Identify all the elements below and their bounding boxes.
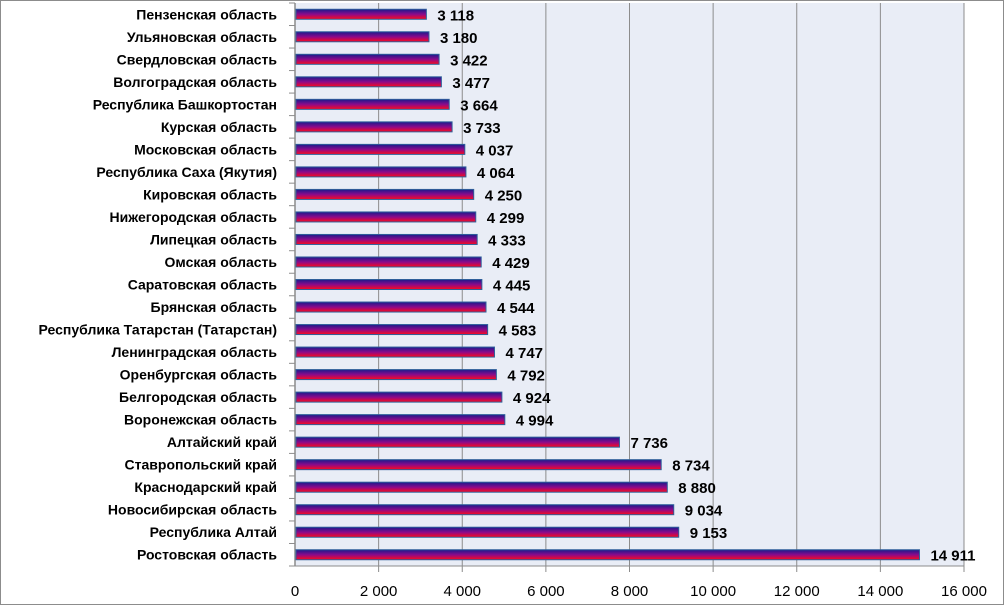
x-tick-label: 2 000	[360, 583, 398, 600]
category-label: Белгородская область	[119, 389, 277, 405]
category-label: Кировская область	[143, 186, 277, 202]
bar	[295, 76, 442, 88]
data-label: 4 064	[477, 165, 515, 182]
data-label: 4 429	[492, 255, 530, 272]
category-label: Пензенская область	[136, 6, 277, 22]
bar	[295, 504, 675, 516]
bar	[295, 549, 920, 561]
bar	[295, 391, 503, 403]
bar	[295, 459, 662, 471]
x-tick-label: 14 000	[857, 583, 903, 600]
bar	[295, 526, 680, 538]
category-label: Московская область	[134, 141, 277, 157]
category-label: Нижегородская область	[110, 209, 278, 225]
category-label: Республика Татарстан (Татарстан)	[39, 322, 277, 338]
bar	[295, 233, 478, 245]
category-label: Курская область	[161, 119, 278, 135]
category-label: Краснодарский край	[134, 479, 277, 495]
data-label: 3 664	[460, 97, 498, 114]
bar	[295, 121, 453, 133]
bar	[295, 324, 489, 336]
category-label: Воронежская область	[124, 412, 277, 428]
data-label: 4 299	[487, 210, 525, 227]
bar	[295, 8, 427, 20]
category-label: Республика Саха (Якутия)	[96, 164, 277, 180]
category-label: Свердловская область	[117, 51, 278, 67]
data-label: 9 153	[690, 525, 728, 542]
x-tick-label: 6 000	[527, 583, 565, 600]
data-label: 4 792	[507, 368, 545, 385]
data-label: 8 880	[678, 480, 716, 497]
data-label: 7 736	[630, 435, 668, 452]
data-label: 3 422	[450, 52, 488, 69]
category-label: Липецкая область	[150, 231, 277, 247]
data-label: 8 734	[672, 458, 710, 475]
data-label: 3 477	[452, 75, 490, 92]
x-tick-label: 16 000	[941, 583, 987, 600]
data-label: 4 924	[513, 390, 551, 407]
category-label: Республика Алтай	[150, 524, 277, 540]
bar	[295, 346, 495, 358]
category-label: Ульяновская область	[127, 29, 278, 45]
data-label: 14 911	[930, 548, 975, 565]
category-label: Ростовская область	[137, 547, 277, 563]
category-label: Ленинградская область	[112, 344, 278, 360]
data-label: 4 333	[488, 232, 526, 249]
bar	[295, 211, 477, 223]
bar	[295, 188, 475, 200]
bar	[295, 143, 466, 155]
category-label: Ставропольский край	[125, 457, 277, 473]
category-label: Волгоградская область	[113, 74, 277, 90]
category-label: Алтайский край	[167, 434, 277, 450]
data-label: 9 034	[685, 503, 723, 520]
x-tick-label: 4 000	[443, 583, 481, 600]
data-label: 4 583	[499, 323, 537, 340]
data-label: 3 118	[437, 7, 474, 24]
category-label: Омская область	[165, 254, 278, 270]
bar	[295, 481, 668, 493]
data-label: 4 445	[493, 278, 531, 295]
x-tick-label: 0	[291, 583, 299, 600]
data-label: 3 180	[440, 30, 478, 47]
data-label: 4 037	[476, 142, 514, 159]
data-label: 4 994	[516, 413, 554, 430]
bar	[295, 53, 440, 65]
category-label: Республика Башкортостан	[93, 96, 277, 112]
bar	[295, 414, 506, 426]
bar	[295, 256, 482, 268]
x-tick-label: 12 000	[774, 583, 820, 600]
bar	[295, 31, 430, 43]
bar	[295, 369, 497, 381]
data-label: 3 733	[463, 120, 501, 137]
category-label: Брянская область	[151, 299, 278, 315]
x-tick-label: 10 000	[690, 583, 736, 600]
bar	[295, 301, 487, 313]
category-label: Саратовская область	[128, 277, 278, 293]
category-label: Оренбургская область	[120, 367, 278, 383]
data-label: 4 544	[497, 300, 535, 317]
bar	[295, 279, 483, 290]
category-label: Новосибирская область	[108, 502, 277, 518]
bar	[295, 436, 620, 448]
data-label: 4 250	[485, 187, 523, 204]
data-label: 4 747	[505, 345, 543, 362]
bar	[295, 98, 450, 110]
x-tick-label: 8 000	[611, 583, 649, 600]
bar	[295, 166, 467, 178]
